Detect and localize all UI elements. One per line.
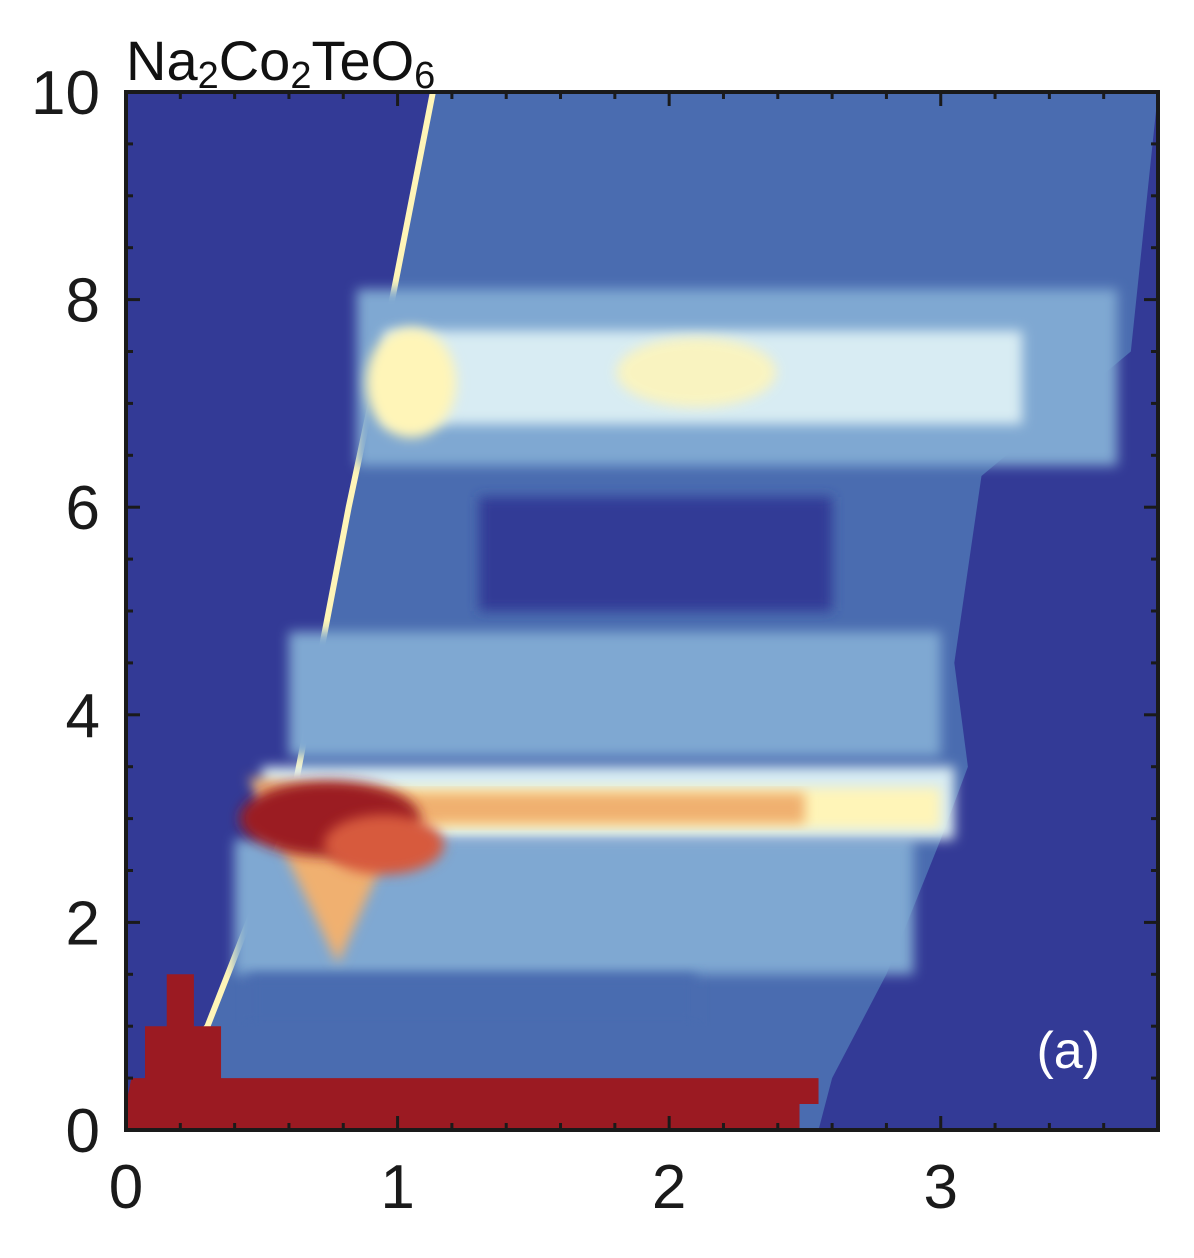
x-tick-label: 3 [923,1153,957,1222]
elastic-line [126,974,819,1130]
intensity-map [126,92,1158,1130]
plot-area [124,90,1160,1132]
x-tick-label: 1 [380,1153,414,1222]
hot-spot-3meV-b [324,814,444,875]
title-part: Na [126,29,198,92]
x-tick-label: 0 [109,1153,143,1222]
title-part: 2 [198,55,219,97]
y-tick-label: 8 [66,267,100,336]
title-part: 6 [414,55,435,97]
chart-title: Na2Co2TeO6 [126,29,435,97]
band-4meV [288,631,941,757]
hot-spot-7meV-b [616,337,777,408]
y-tick-label: 4 [66,682,100,751]
band-0p7meV [234,1026,833,1079]
title-part: Co [219,29,291,92]
axis-ticks [124,90,1160,1132]
hot-spot-7meV [366,327,457,438]
panel-label: (a) [1036,1022,1100,1080]
y-tick-label: 2 [66,889,100,958]
band-1meV [248,974,697,1027]
y-tick-label: 6 [66,474,100,543]
y-tick-label: 10 [31,59,100,128]
axis-tick-labels: 0 1 2 3 0 2 4 6 8 10 [31,59,958,1222]
title-part: TeO [311,29,414,92]
title-part: 2 [290,55,311,97]
y-tick-label: 0 [66,1097,100,1166]
band-3meV-warm [343,792,805,824]
x-tick-label: 2 [652,1153,686,1222]
gap-5-6meV [479,496,833,611]
